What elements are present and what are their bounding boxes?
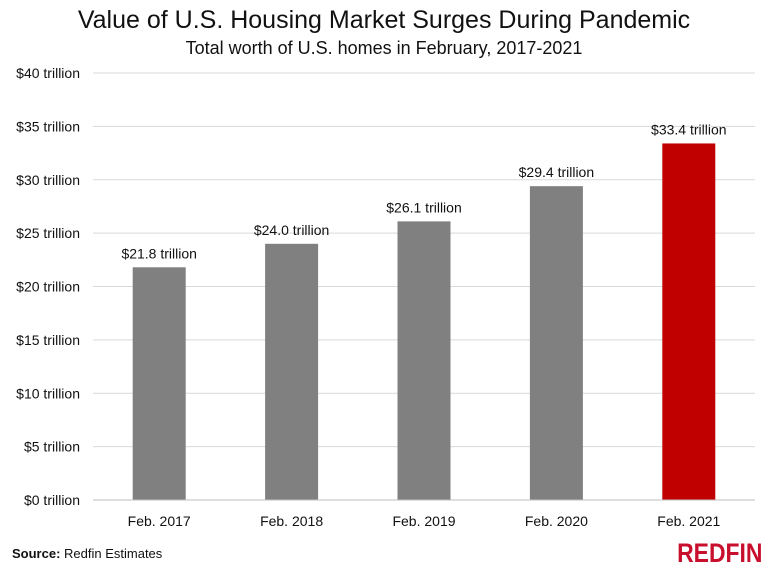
x-tick-label: Feb. 2020 <box>525 513 588 529</box>
data-label: $26.1 trillion <box>386 199 462 215</box>
data-label: $33.4 trillion <box>651 121 727 137</box>
x-tick-label: Feb. 2017 <box>128 513 191 529</box>
source-note: Source: Redfin Estimates <box>12 546 162 561</box>
chart-subtitle: Total worth of U.S. homes in February, 2… <box>185 38 583 58</box>
source-text: Redfin Estimates <box>60 546 163 561</box>
chart-title: Value of U.S. Housing Market Surges Duri… <box>77 6 691 34</box>
y-tick-label: $35 trillion <box>16 118 80 134</box>
y-tick-label: $25 trillion <box>16 225 80 241</box>
y-tick-label: $0 trillion <box>24 492 80 508</box>
x-tick-label: Feb. 2019 <box>392 513 455 529</box>
data-label: $29.4 trillion <box>519 164 595 180</box>
bar <box>529 186 583 500</box>
data-label: $24.0 trillion <box>254 222 330 238</box>
x-tick-label: Feb. 2021 <box>657 513 720 529</box>
y-tick-label: $40 trillion <box>16 65 80 81</box>
redfin-logo: REDFIN <box>676 538 762 568</box>
y-tick-label: $30 trillion <box>16 172 80 188</box>
y-tick-label: $20 trillion <box>16 279 80 295</box>
y-tick-label: $15 trillion <box>16 332 80 348</box>
source-label: Source: <box>12 546 61 561</box>
bar <box>132 267 186 500</box>
bar <box>397 221 451 500</box>
data-label: $21.8 trillion <box>121 245 197 261</box>
bar <box>662 143 716 500</box>
bar <box>265 243 319 501</box>
y-tick-label: $10 trillion <box>16 385 80 401</box>
x-tick-label: Feb. 2018 <box>260 513 323 529</box>
y-tick-label: $5 trillion <box>24 439 80 455</box>
